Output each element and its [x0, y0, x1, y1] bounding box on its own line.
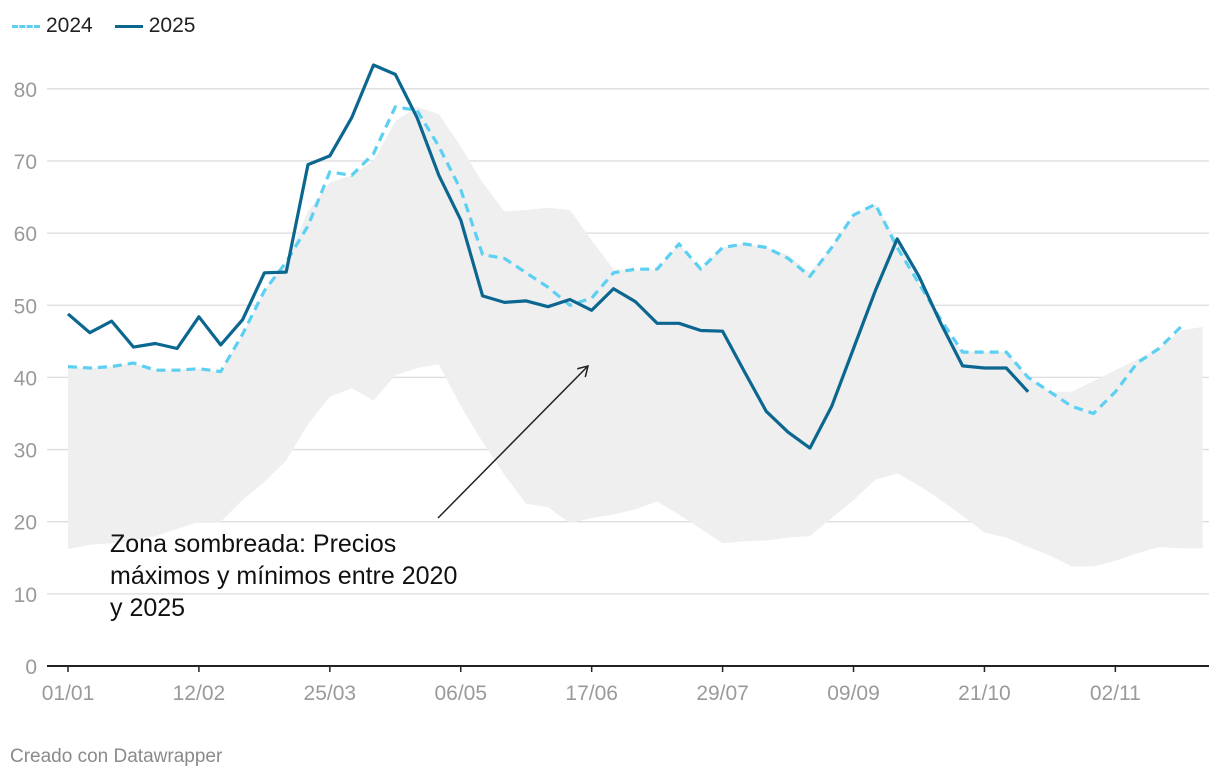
legend-swatch-2025: [114, 24, 143, 28]
y-tick-label-60: 60: [14, 223, 37, 246]
min-max-band: [68, 106, 1203, 567]
legend-item-2024: 2024: [12, 14, 93, 38]
x-tick-label-06/05: 06/05: [434, 682, 487, 705]
y-tick-label-50: 50: [14, 295, 37, 318]
x-tick-label-02/11: 02/11: [1090, 682, 1141, 705]
series-line-2024: [67, 105, 1182, 416]
legend-item-2025: 2025: [114, 14, 196, 38]
x-tick-label-21/10: 21/10: [958, 682, 1011, 705]
legend-label-2025: 2025: [148, 14, 196, 37]
annotation-arrow-layer: [437, 366, 588, 519]
y-tick-label-40: 40: [14, 367, 37, 390]
legend-swatch-2024: [12, 24, 40, 28]
x-tick-label-09/09: 09/09: [827, 682, 880, 705]
x-tick-label-25/03: 25/03: [304, 682, 357, 705]
y-tick-label-0: 0: [25, 656, 37, 679]
credit-text: Creado con Datawrapper: [10, 746, 223, 767]
series-layer: [66, 63, 1182, 450]
min-max-band-layer: [68, 106, 1203, 567]
legend: 2024 2025: [12, 14, 195, 38]
series-line-2025: [66, 63, 1030, 450]
annotation-text: Zona sombreada: Precios máximos y mínimo…: [110, 530, 458, 622]
y-tick-label-80: 80: [14, 79, 37, 102]
axes-layer: 0 10 20 30 40 50 60 70 80 01/01 12/02 25/03 06/05 17/…: [14, 79, 1209, 705]
legend-label-2024: 2024: [46, 14, 93, 37]
annotation-arrow: [437, 366, 588, 519]
y-tick-label-10: 10: [14, 584, 37, 607]
y-tick-label-30: 30: [14, 440, 37, 463]
y-tick-label-70: 70: [14, 151, 37, 174]
x-tick-label-12/02: 12/02: [173, 682, 226, 705]
y-tick-label-20: 20: [14, 512, 37, 535]
x-tick-label-29/07: 29/07: [696, 682, 749, 705]
x-tick-label-17/06: 17/06: [565, 682, 618, 705]
x-tick-label-01/01: 01/01: [42, 682, 95, 705]
